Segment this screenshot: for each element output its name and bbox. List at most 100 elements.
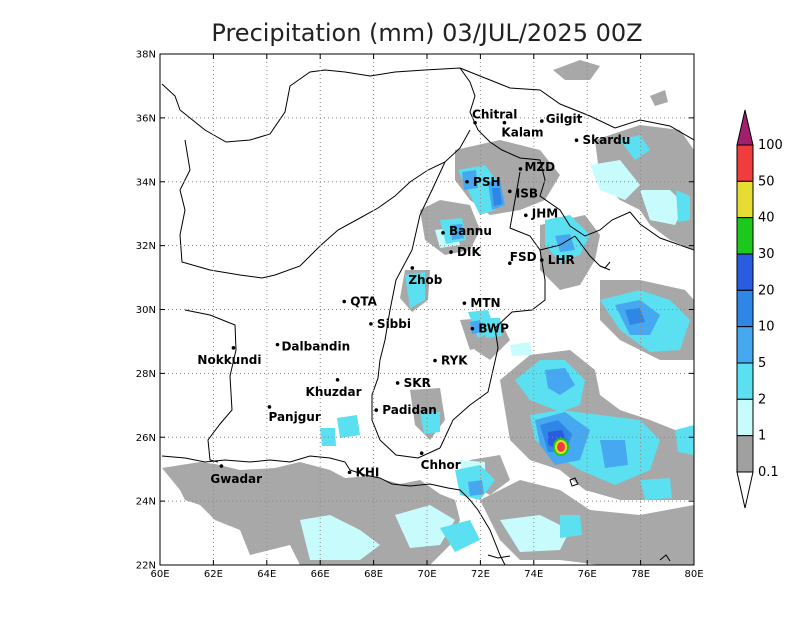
lat-tick-label: 34N [136, 177, 156, 188]
city-label: Skardu [583, 133, 631, 147]
colorbar-label: 50 [758, 174, 775, 189]
city-dot [419, 451, 424, 456]
colorbar-cell [736, 217, 754, 255]
city-dot [523, 213, 528, 218]
city-label: Gilgit [546, 112, 583, 126]
city-dot [473, 120, 477, 125]
colorbar-cell [736, 180, 754, 219]
city-dot [410, 266, 415, 270]
city-label: ISB [516, 186, 538, 200]
city-dot [219, 464, 224, 468]
colorbar: 0.1 1 2 5 10 20 30 40 50 100 [736, 109, 783, 509]
lon-tick-label: 74E [524, 569, 543, 580]
colorbar-cell [736, 144, 754, 182]
lat-tick-label: 30N [136, 305, 156, 316]
city-label: Chitral [472, 108, 517, 122]
lon-tick-label: 60E [150, 569, 169, 580]
city-label: Panjgur [268, 410, 320, 424]
city-dot [347, 470, 352, 475]
city-dot [465, 179, 469, 184]
city-label: Kalam [501, 126, 543, 140]
colorbar-label: 0.1 [758, 465, 779, 480]
city-dot [507, 261, 512, 265]
city-label: LHR [548, 253, 575, 267]
colorbar-cell [736, 326, 754, 364]
lat-tick-label: 22N [136, 561, 156, 572]
city-label: QTA [350, 295, 377, 309]
lon-tick-label: 76E [578, 569, 597, 580]
city-label: Dalbandin [281, 340, 350, 354]
colorbar-cell [736, 435, 754, 473]
city-label: BWP [478, 322, 509, 336]
city-dot [231, 346, 236, 350]
colorbar-label: 100 [758, 138, 783, 153]
lat-tick-label: 24N [136, 497, 156, 508]
city-dot [441, 231, 445, 235]
city-label: MZD [524, 160, 555, 174]
city-label: Padidan [382, 403, 437, 417]
city-label: Zhob [408, 273, 442, 287]
lat-tick-label: 32N [136, 241, 156, 252]
boundaries [161, 67, 694, 565]
city-dot [342, 299, 347, 304]
colorbar-cell [736, 398, 754, 437]
city-label: SKR [404, 376, 431, 390]
city-label: Sibbi [377, 317, 411, 331]
lat-tick-label: 36N [136, 113, 156, 124]
lon-tick-label: 72E [471, 569, 490, 580]
lat-tick-label: 26N [136, 433, 156, 444]
colorbar-label: 5 [758, 356, 766, 371]
city-label: DIK [457, 245, 481, 259]
lon-tick-label: 64E [257, 569, 276, 580]
city-label: Chhor [421, 458, 461, 472]
colorbar-cell [736, 253, 754, 291]
city-label: MTN [470, 296, 500, 310]
city-label: KHI [356, 465, 380, 479]
longitude-axis: 60E 62E 64E 66E 68E 70E 72E 74E 76E 78E 80E [150, 54, 704, 580]
city-dot [574, 138, 579, 143]
city-dot [462, 301, 467, 305]
lon-tick-label: 78E [631, 569, 650, 580]
colorbar-top-arrow [736, 109, 754, 146]
city-dot [369, 322, 373, 326]
city-dot [374, 408, 379, 412]
colorbar-label: 20 [758, 283, 775, 298]
city-label: Khuzdar [306, 385, 362, 399]
lat-tick-label: 38N [136, 50, 156, 61]
colorbar-label: 40 [758, 211, 775, 226]
city-label: Bannu [449, 224, 492, 238]
lat-tick-label: 28N [136, 369, 156, 380]
city-dot [470, 326, 475, 331]
city-label: JHM [531, 206, 558, 220]
city-dot [267, 405, 272, 409]
colorbar-bottom-arrow [736, 471, 754, 509]
lon-tick-label: 80E [684, 569, 703, 580]
colorbar-cell [736, 362, 754, 400]
city-label: FSD [510, 250, 537, 264]
colorbar-label: 2 [758, 392, 766, 407]
lon-tick-label: 62E [204, 569, 223, 580]
city-dot [540, 119, 544, 123]
precip-core [553, 438, 569, 456]
city-dot [507, 189, 512, 194]
colorbar-label: 10 [758, 320, 775, 335]
latitude-axis: 22N 24N 26N 28N 30N 32N 34N 36N 38N [136, 50, 694, 572]
city-dot [335, 377, 340, 382]
precip-shading-1mm [300, 160, 685, 560]
grid-lines [160, 54, 694, 565]
map-title: Precipitation (mm) 03/JUL/2025 00Z [211, 19, 642, 47]
city-dot [502, 120, 507, 125]
city-dot [540, 258, 544, 262]
city-dot [275, 342, 280, 347]
lon-tick-label: 68E [364, 569, 383, 580]
city-dot [395, 381, 400, 385]
colorbar-label: 30 [758, 247, 775, 262]
city-dot [449, 250, 453, 254]
city-dot [518, 167, 523, 171]
lon-tick-label: 66E [311, 569, 330, 580]
city-label: PSH [473, 175, 500, 189]
colorbar-cell [736, 289, 754, 328]
city-label: Gwadar [210, 472, 262, 486]
